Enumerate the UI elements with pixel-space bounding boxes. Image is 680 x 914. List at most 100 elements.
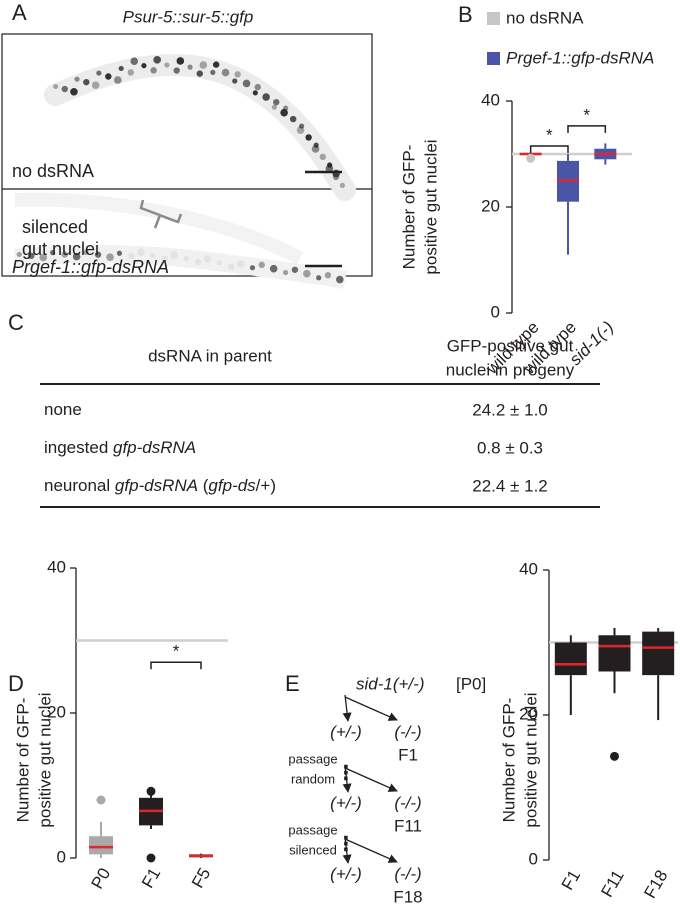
nucleus bbox=[228, 263, 235, 270]
box-chart: 0 20 40 Number of GFP-positive gut nuclei F1… bbox=[499, 559, 678, 902]
nucleus bbox=[249, 265, 256, 271]
y-tick-label: 20 bbox=[47, 702, 66, 721]
cell-text: ( bbox=[198, 476, 209, 495]
cell-text: ingested bbox=[44, 438, 113, 457]
nucleus bbox=[161, 255, 169, 262]
y-tick-label: 20 bbox=[481, 196, 500, 215]
nucleus bbox=[105, 73, 112, 80]
nucleus bbox=[216, 260, 222, 266]
nucleus bbox=[70, 87, 78, 96]
box bbox=[598, 635, 631, 672]
micrograph-panel: Psur-5::sur-5::gfp no dsRNA silenced gut… bbox=[1, 7, 373, 289]
x-tick-label: F1 bbox=[558, 867, 584, 894]
nucleus bbox=[269, 264, 278, 273]
nucleus bbox=[94, 251, 102, 258]
nucleus bbox=[199, 61, 208, 69]
y-axis-label: positive gut nuclei bbox=[35, 692, 54, 827]
significance-bracket bbox=[567, 125, 607, 133]
table-header: dsRNA in parent bbox=[148, 346, 272, 365]
worm bbox=[14, 192, 304, 265]
table-cell: ingested gfp-dsRNA bbox=[44, 438, 196, 457]
legend-label: no dsRNA bbox=[506, 8, 584, 27]
legend: no dsRNA Prgef-1::gfp-dsRNA bbox=[487, 8, 654, 67]
nucleus bbox=[313, 142, 319, 148]
nucleus bbox=[316, 275, 322, 281]
nucleus bbox=[150, 67, 157, 74]
passage-label: passage bbox=[288, 751, 337, 766]
significance-label: * bbox=[583, 105, 590, 124]
nucleus bbox=[283, 269, 289, 276]
x-tick-label: F18 bbox=[640, 867, 671, 902]
nucleus bbox=[170, 251, 178, 260]
nucleus bbox=[153, 56, 161, 64]
nucleus bbox=[137, 248, 145, 257]
outlier bbox=[610, 751, 619, 761]
nucleus bbox=[319, 153, 327, 161]
arrow bbox=[344, 696, 398, 721]
nucleus bbox=[164, 62, 170, 68]
nucleus bbox=[280, 108, 288, 117]
genotype: (-/-) bbox=[394, 793, 421, 812]
nucleus bbox=[83, 249, 89, 255]
table-header: GFP-positive gut bbox=[447, 336, 574, 355]
nucleus bbox=[252, 90, 258, 96]
nucleus bbox=[210, 69, 216, 75]
generation-label: F18 bbox=[393, 887, 422, 906]
legend-swatch bbox=[487, 12, 500, 25]
nucleus bbox=[212, 61, 220, 68]
nucleus bbox=[221, 68, 230, 77]
ellipsis: ⋮ bbox=[336, 833, 356, 855]
nucleus bbox=[116, 250, 123, 256]
nuclei bbox=[53, 56, 346, 189]
x-tick-label: F11 bbox=[597, 867, 627, 901]
table: dsRNA in parent GFP-positive gut nuclei … bbox=[40, 336, 600, 508]
y-tick-label: 40 bbox=[519, 559, 538, 578]
cell-text: /+) bbox=[256, 476, 276, 495]
outlier bbox=[526, 153, 536, 163]
genotype: (+/-) bbox=[330, 793, 362, 812]
table-cell: 24.2 ± 1.0 bbox=[472, 400, 548, 419]
cell-text: none bbox=[44, 400, 82, 419]
nucleus bbox=[106, 253, 114, 261]
x-tick-label: P0 bbox=[87, 865, 114, 893]
generation-label: F1 bbox=[398, 745, 418, 764]
nucleus bbox=[183, 255, 189, 262]
ellipsis: ⋮ bbox=[336, 762, 356, 784]
y-axis-label: Number of GFP- bbox=[399, 145, 418, 270]
genotype: (+/-) bbox=[330, 722, 362, 741]
nucleus bbox=[127, 69, 134, 76]
genotype: (-/-) bbox=[394, 864, 421, 883]
panel-letter: B bbox=[458, 2, 473, 27]
y-tick-label: 0 bbox=[491, 302, 500, 321]
image-label: no dsRNA bbox=[12, 161, 94, 181]
nucleus bbox=[150, 252, 156, 258]
nucleus bbox=[196, 70, 203, 77]
nucleus bbox=[298, 123, 305, 129]
cell-text: neuronal bbox=[44, 476, 115, 495]
nuclei bbox=[16, 248, 344, 284]
table-cell: neuronal gfp-dsRNA (gfp-ds/+) bbox=[44, 476, 276, 495]
table-cell: 22.4 ± 1.2 bbox=[472, 476, 548, 495]
arrow bbox=[342, 836, 352, 864]
box bbox=[642, 631, 675, 676]
nucleus bbox=[305, 134, 312, 141]
legend-label: Prgef-1::gfp-dsRNA bbox=[506, 48, 654, 67]
table-cell: 0.8 ± 0.3 bbox=[477, 438, 543, 457]
nucleus bbox=[173, 67, 180, 74]
nucleus bbox=[291, 266, 299, 273]
legend-swatch bbox=[487, 52, 500, 65]
nucleus bbox=[130, 57, 139, 66]
outlier bbox=[146, 853, 156, 863]
nucleus bbox=[271, 104, 277, 110]
cell-text: gfp-dsRNA bbox=[113, 438, 196, 457]
outlier bbox=[146, 786, 156, 796]
nucleus bbox=[53, 83, 59, 90]
nucleus bbox=[118, 65, 124, 72]
panel-letter: D bbox=[8, 671, 24, 696]
nucleus bbox=[283, 105, 289, 111]
arrow bbox=[342, 694, 352, 722]
y-tick-label: 20 bbox=[519, 704, 538, 723]
arrow bbox=[342, 765, 352, 793]
box bbox=[89, 836, 113, 855]
